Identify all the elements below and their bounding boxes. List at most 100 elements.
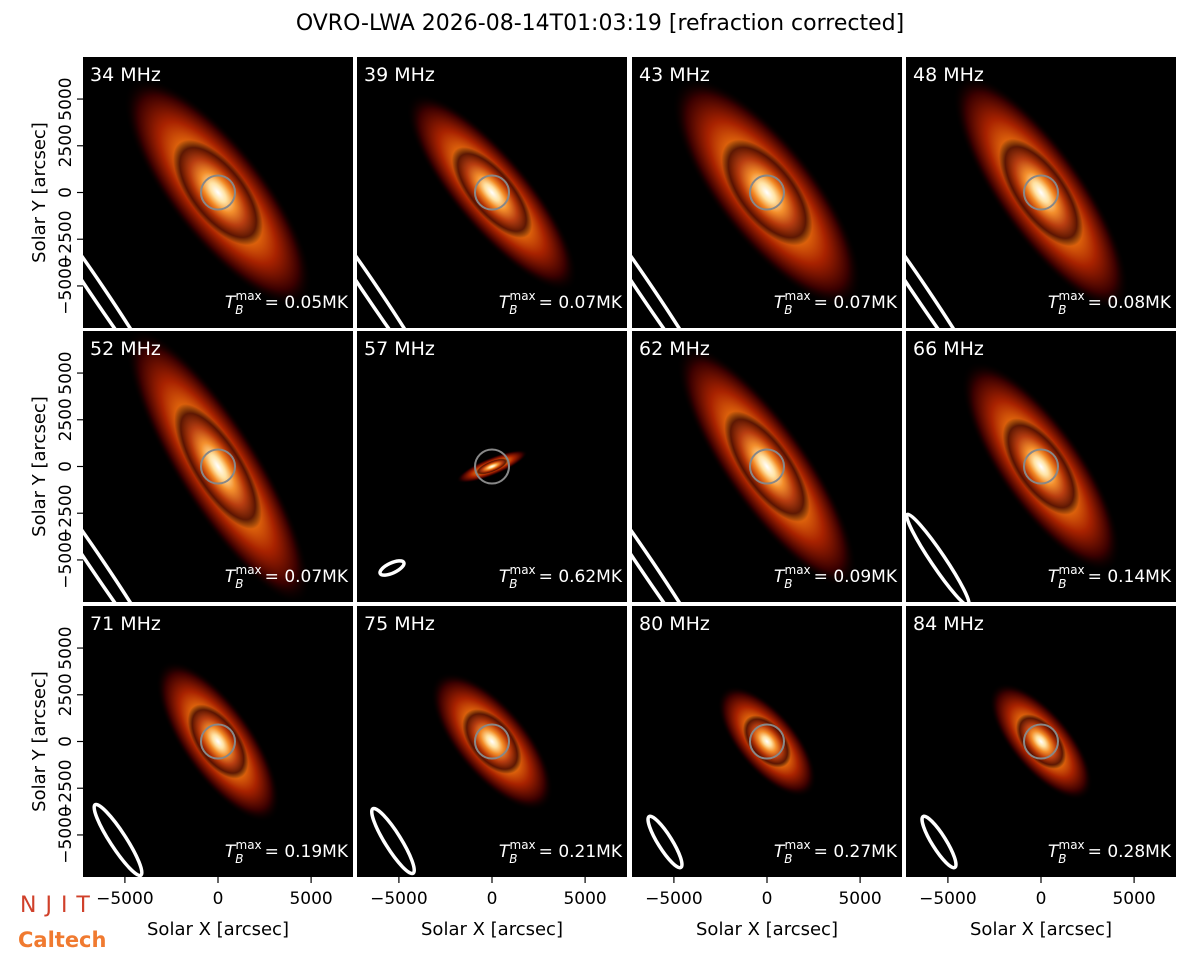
x-tick-label: 0: [1036, 889, 1047, 909]
emission-core: [476, 458, 508, 475]
y-tick-label: −5000: [56, 531, 76, 589]
logo-njit: NJIT: [20, 893, 99, 918]
tmax-sup: max: [785, 838, 811, 852]
tmax-label: TBmax = 0.05MK: [225, 289, 349, 317]
tmax-label: TBmax = 0.14MK: [1048, 563, 1172, 591]
tmax-value: = 0.09MK: [814, 567, 898, 587]
y-tick-label: 0: [56, 736, 76, 747]
tmax-label: TBmax = 0.62MK: [499, 563, 623, 591]
tmax-symbol: T: [499, 293, 511, 313]
emission-core: [187, 704, 249, 779]
emission-core: [451, 146, 533, 239]
emission-core: [462, 709, 522, 774]
y-tick-label: −2500: [56, 484, 76, 542]
x-tick-label: 0: [762, 889, 773, 909]
y-tick-label: 0: [56, 187, 76, 198]
beam: [920, 814, 958, 870]
tmax-symbol: T: [499, 842, 511, 862]
image: [906, 75, 1130, 328]
y-tick-label: 5000: [56, 77, 76, 120]
y-axis-label: Solar Y [arcsec]: [29, 396, 50, 537]
tmax-value: = 0.62MK: [539, 567, 623, 587]
beam: [370, 806, 416, 876]
tmax-sub: B: [509, 577, 517, 591]
tmax-value: = 0.08MK: [1088, 293, 1172, 313]
solar-disk: [749, 448, 785, 485]
x-tick-label: −5000: [96, 889, 154, 909]
tmax-value: = 0.07MK: [265, 567, 349, 587]
x-tick-label: 5000: [289, 889, 332, 909]
tmax-sup: max: [785, 563, 811, 577]
x-tick-label: −5000: [645, 889, 703, 909]
beam: [378, 559, 406, 577]
panel-title: 75 MHz: [364, 613, 435, 635]
y-tick-label: −5000: [56, 806, 76, 864]
tmax-label: TBmax = 0.21MK: [499, 838, 623, 866]
tmax-sub: B: [784, 852, 792, 866]
solar-disk: [200, 174, 236, 211]
x-tick-label: −5000: [919, 889, 977, 909]
beam: [632, 468, 714, 602]
x-axis-label: Solar X [arcsec]: [696, 919, 838, 940]
solar-disk: [474, 174, 510, 211]
tmax-sup: max: [510, 838, 536, 852]
tmax-symbol: T: [1048, 567, 1060, 587]
x-tick-label: −5000: [370, 889, 428, 909]
x-axis-label: Solar X [arcsec]: [147, 919, 289, 940]
image: [357, 93, 578, 328]
tmax-symbol: T: [774, 567, 786, 587]
tmax-label: TBmax = 0.28MK: [1048, 838, 1172, 866]
panel-title: 71 MHz: [90, 613, 161, 635]
x-axis-label: Solar X [arcsec]: [421, 919, 563, 940]
tmax-sup: max: [236, 289, 262, 303]
y-axis-label: Solar Y [arcsec]: [29, 122, 50, 263]
image: [632, 77, 862, 328]
image: [83, 331, 310, 602]
y-tick-label: 5000: [56, 351, 76, 394]
y-tick-label: 5000: [56, 626, 76, 669]
x-tick-label: 0: [213, 889, 224, 909]
panel: 39 MHz TBmax = 0.07MK: [357, 57, 627, 328]
tmax-label: TBmax = 0.07MK: [774, 289, 898, 317]
emission-core: [1002, 418, 1080, 515]
image: [646, 685, 817, 870]
tmax-sup: max: [510, 289, 536, 303]
tmax-value: = 0.21MK: [539, 842, 623, 862]
tmax-symbol: T: [1048, 842, 1060, 862]
emission-core: [173, 139, 263, 246]
tmax-value: = 0.07MK: [814, 293, 898, 313]
image: [378, 448, 528, 577]
tmax-sub: B: [1058, 852, 1066, 866]
tmax-label: TBmax = 0.08MK: [1048, 289, 1172, 317]
tmax-sub: B: [235, 303, 243, 317]
tmax-symbol: T: [1048, 293, 1060, 313]
image: [920, 683, 1093, 870]
image: [906, 361, 1121, 602]
beam: [906, 512, 972, 602]
panel: 48 MHz TBmax = 0.08MK: [906, 57, 1176, 328]
image: [83, 78, 313, 328]
solar-disk: [1023, 448, 1059, 485]
tmax-symbol: T: [774, 842, 786, 862]
x-tick-label: 5000: [563, 889, 606, 909]
panel: 57 MHz TBmax = 0.62MK: [357, 331, 627, 602]
tmax-sup: max: [785, 289, 811, 303]
tmax-value: = 0.28MK: [1088, 842, 1172, 862]
x-axis-label: Solar X [arcsec]: [970, 919, 1112, 940]
panel-title: 39 MHz: [364, 64, 435, 86]
y-tick-label: −2500: [56, 759, 76, 817]
tmax-value: = 0.14MK: [1088, 567, 1172, 587]
solar-disk: [749, 174, 785, 211]
tmax-sub: B: [235, 577, 243, 591]
emission-core: [998, 138, 1084, 247]
tmax-label: TBmax = 0.27MK: [774, 838, 898, 866]
image: [92, 660, 280, 877]
solar-disk: [200, 723, 236, 760]
solar-disk: [474, 448, 510, 485]
tmax-label: TBmax = 0.07MK: [499, 289, 623, 317]
panel-title: 62 MHz: [639, 338, 710, 360]
